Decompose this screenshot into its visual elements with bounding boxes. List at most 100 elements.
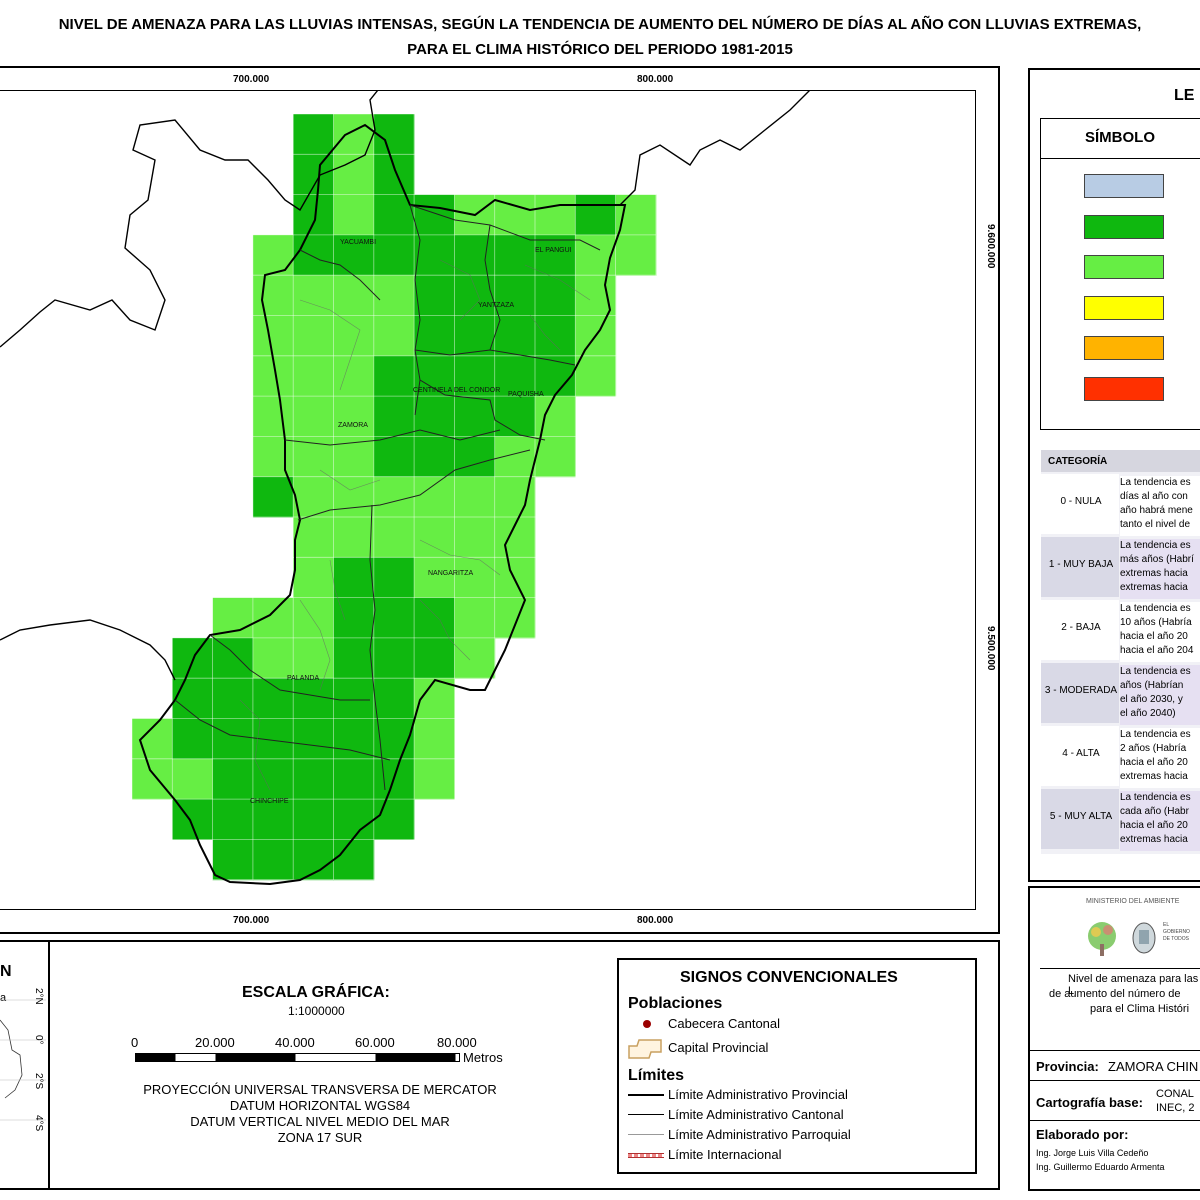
scale-ratio: 1:1000000	[288, 1004, 345, 1018]
desc-line-3: para el Clima Históri	[1090, 1003, 1190, 1015]
category-description-line: tanto el nivel de	[1120, 519, 1191, 530]
international-border	[0, 90, 379, 348]
legend-swatch-2	[1084, 255, 1164, 279]
category-description-line: La tendencia es	[1120, 477, 1191, 488]
threat-cell	[293, 436, 334, 478]
threat-cell	[535, 436, 576, 478]
threat-cell	[333, 436, 375, 478]
scale-bar	[135, 1053, 460, 1062]
threat-cell	[373, 476, 415, 518]
place-yacuambi: YACUAMBI	[340, 239, 376, 246]
threat-cell	[373, 114, 415, 155]
category-description: La tendencia es cada año (Habr hacia el añ…	[1120, 791, 1200, 851]
threat-cell	[535, 234, 576, 276]
category-description: La tendencia es años (Habrían el año 2030,…	[1120, 665, 1200, 725]
threat-cell	[212, 678, 254, 719]
scale-tick-80000: 80.000	[437, 1035, 477, 1050]
threat-cell	[333, 517, 375, 558]
category-name: 4 - ALTA	[1062, 748, 1100, 759]
category-description-line: extremas hacia	[1120, 771, 1188, 782]
threat-cell	[373, 234, 415, 276]
place-el-pangui: EL PANGUI	[535, 247, 572, 254]
place-yantzaza: YANTZAZA	[478, 302, 514, 309]
threat-cell	[333, 637, 375, 679]
threat-cell	[494, 396, 536, 437]
threat-cell	[414, 355, 455, 397]
category-name: 0 - NULA	[1060, 496, 1102, 507]
threat-cell	[293, 476, 334, 518]
threat-cell	[535, 194, 576, 236]
threat-cell	[293, 597, 334, 639]
threat-cell	[535, 355, 576, 397]
category-description-line: 10 años (Habría	[1120, 617, 1192, 628]
category-name: 2 - BAJA	[1061, 622, 1101, 633]
category-description-line: más años (Habrí	[1120, 554, 1194, 565]
threat-cell	[414, 718, 455, 760]
projection-block: PROYECCIÓN UNIVERSAL TRANSVERSA DE MERCA…	[90, 1082, 550, 1146]
threat-cell	[414, 557, 455, 599]
scale-title: ESCALA GRÁFICA:	[242, 984, 390, 1001]
ministry-name: MINISTERIO DEL AMBIENTE	[1086, 898, 1180, 905]
threat-cell	[454, 396, 496, 437]
threat-cell	[494, 234, 536, 276]
threat-cell	[333, 234, 375, 276]
category-description: La tendencia es 2 años (Habría hacia el añ…	[1120, 728, 1200, 788]
signs-title: SIGNOS CONVENCIONALES	[680, 969, 898, 986]
threat-cell	[293, 234, 334, 276]
category-description-line: La tendencia es	[1120, 540, 1191, 551]
threat-cell	[454, 476, 496, 518]
place-zamora: ZAMORA	[338, 422, 368, 429]
threat-cell	[132, 718, 173, 760]
threat-cell	[252, 396, 294, 437]
legend-swatch-1	[1084, 214, 1164, 239]
category-description: La tendencia es días al año con año habrá …	[1120, 476, 1200, 536]
scale-tick-40000: 40.000	[275, 1035, 315, 1050]
inset-map	[0, 999, 46, 1121]
legend-swatch-4	[1084, 336, 1164, 360]
threat-cell	[293, 799, 334, 840]
category-row-bg	[1041, 537, 1119, 597]
category-header: CATEGORÍA	[1048, 456, 1108, 467]
symbol-box	[1040, 118, 1200, 430]
threat-cell	[414, 234, 455, 276]
threat-cell	[252, 678, 294, 719]
inset-label-a: a	[0, 992, 7, 1004]
province-boundary	[138, 123, 627, 886]
category-description-line: año habrá mene	[1120, 505, 1193, 516]
cabecera-cantonal-label: Cabecera Cantonal	[668, 1016, 781, 1031]
threat-cell	[535, 315, 576, 357]
legend-swatch-5	[1084, 376, 1164, 401]
inst-divider-4	[1030, 1120, 1200, 1121]
threat-cell	[252, 315, 294, 357]
category-description-line: hacia el año 20	[1120, 757, 1188, 768]
threat-cell	[414, 476, 455, 518]
threat-cell	[373, 517, 415, 558]
threat-cell	[454, 436, 496, 478]
category-description-line: extremas hacia	[1120, 582, 1188, 593]
threat-cell	[494, 557, 536, 599]
elaborado-label: Elaborado por:	[1036, 1127, 1129, 1142]
category-description-line: cada año (Habr	[1120, 806, 1189, 817]
category-row-bg	[1041, 663, 1119, 723]
y-tick-9600000: 9.600.000	[985, 224, 996, 269]
x-tick-700000-bottom: 700.000	[233, 915, 270, 926]
place-nangaritza: NANGARITZA	[428, 570, 473, 577]
threat-cell	[333, 275, 375, 316]
internacional-line-icon	[628, 1153, 664, 1158]
place-centinela: CENTINELA DEL CONDOR	[413, 387, 500, 394]
threat-cell	[373, 637, 415, 679]
legend-swatch-0	[1084, 174, 1164, 198]
threat-cell	[293, 194, 334, 236]
ministry-tree-logo	[1088, 922, 1116, 956]
scale-tick-0: 0	[131, 1035, 139, 1050]
cantonal-line-icon	[628, 1114, 664, 1115]
category-description-line: días al año con	[1120, 491, 1188, 502]
threat-cell	[454, 315, 496, 357]
legend-panel	[1028, 68, 1200, 882]
threat-cell	[333, 758, 375, 800]
threat-cell	[252, 799, 294, 840]
parroquial-line-icon	[628, 1134, 664, 1135]
international-border-2	[0, 619, 176, 681]
projection-line-1: PROYECCIÓN UNIVERSAL TRANSVERSA DE MERCA…	[143, 1082, 497, 1097]
cabecera-cantonal-icon	[643, 1020, 651, 1028]
